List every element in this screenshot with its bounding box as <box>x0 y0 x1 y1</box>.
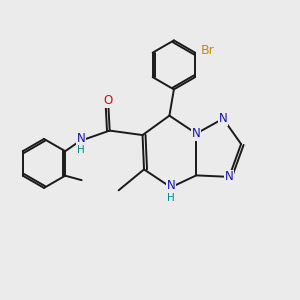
Text: Br: Br <box>201 44 214 57</box>
Text: N: N <box>192 127 201 140</box>
Text: O: O <box>103 94 113 107</box>
Text: H: H <box>77 145 85 155</box>
Text: N: N <box>77 132 86 145</box>
Text: H: H <box>167 193 175 203</box>
Text: N: N <box>167 179 175 192</box>
Text: N: N <box>219 112 227 125</box>
Text: N: N <box>225 170 233 183</box>
